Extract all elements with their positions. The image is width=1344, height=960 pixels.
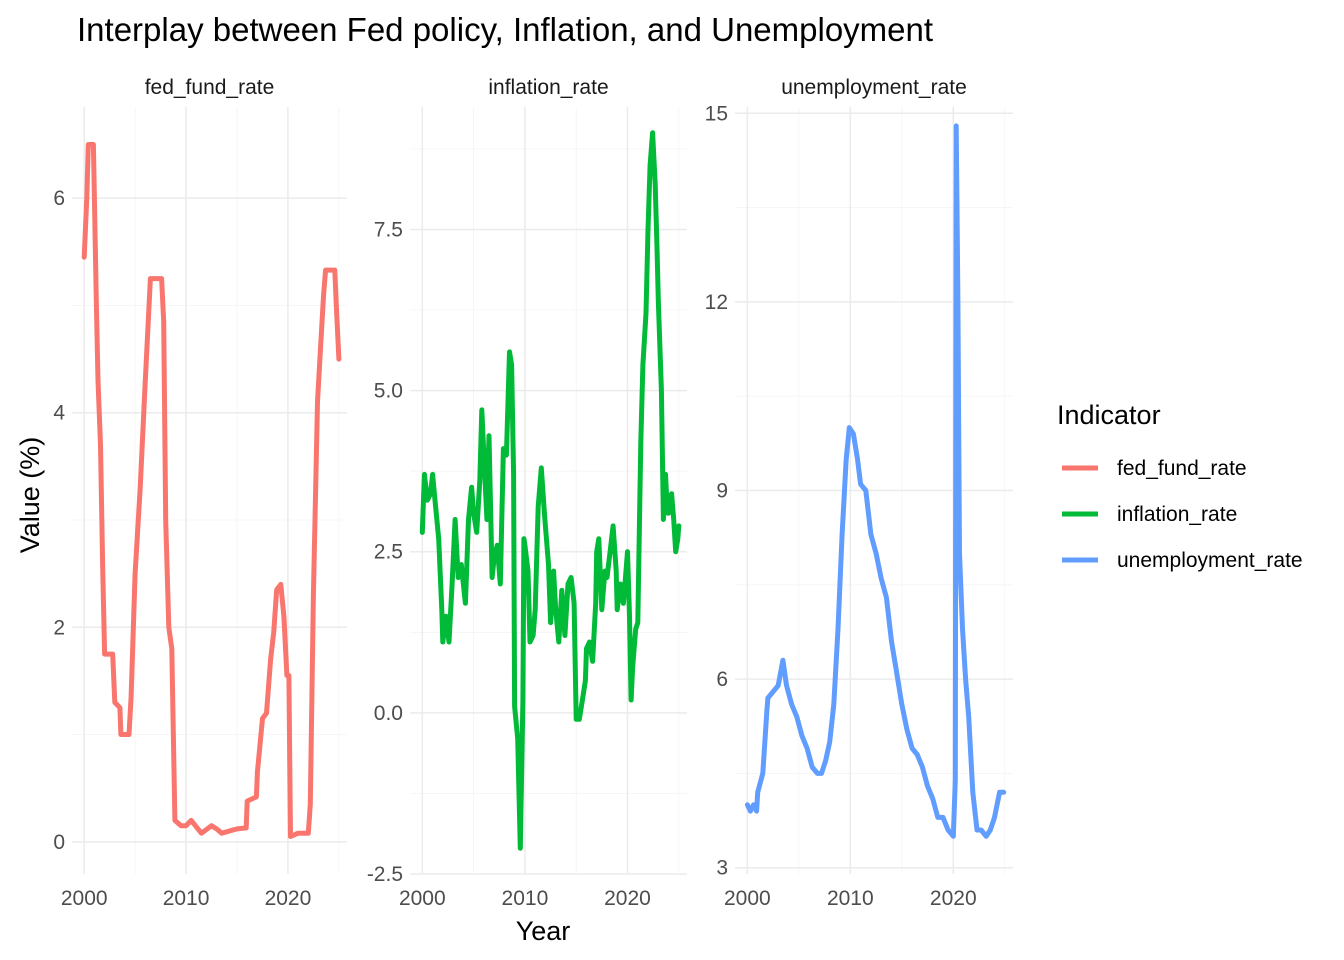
x-tick-label: 2000	[399, 887, 446, 910]
y-tick-label: 9	[716, 480, 728, 503]
x-tick-label: 2010	[502, 887, 549, 910]
y-tick-label: 4	[53, 402, 65, 425]
y-axis-title: Value (%)	[15, 437, 45, 554]
y-tick-label: 6	[53, 187, 65, 210]
y-tick-label: 2.5	[374, 541, 403, 564]
legend-title: Indicator	[1057, 400, 1161, 430]
facet-strip-label: fed_fund_rate	[145, 76, 275, 99]
y-tick-label: 5.0	[374, 380, 403, 403]
y-tick-label: 12	[705, 291, 728, 314]
x-tick-label: 2010	[827, 887, 874, 910]
y-tick-label: 0.0	[374, 702, 403, 725]
x-tick-label: 2000	[724, 887, 771, 910]
x-tick-label: 2010	[163, 887, 210, 910]
x-tick-label: 2020	[930, 887, 977, 910]
y-tick-label: 2	[53, 616, 65, 639]
y-tick-label: 15	[705, 102, 728, 125]
legend-label-unemployment_rate: unemployment_rate	[1117, 549, 1303, 572]
facet-strip-label: inflation_rate	[488, 76, 608, 99]
facet-strip-label: unemployment_rate	[781, 76, 967, 99]
legend-label-inflation_rate: inflation_rate	[1117, 503, 1237, 526]
legend: Indicator fed_fund_rate inflation_rateune…	[1057, 400, 1303, 572]
y-tick-label: -2.5	[367, 863, 403, 886]
series-line-inflation_rate	[419, 130, 682, 851]
series-line-fed_fund_rate	[81, 142, 342, 839]
legend-label-fed_fund_rate: fed_fund_rate	[1117, 457, 1247, 480]
x-axis-title: Year	[516, 916, 571, 946]
panel-fed_fund_rate: fed_fund_rate 2000 2010 2020 0 2 4 6	[53, 76, 347, 910]
x-tick-label: 2020	[265, 887, 312, 910]
panel-unemployment_rate: unemployment_rate 2000 2010 2020 3 6 9 12 15	[705, 76, 1013, 910]
x-tick-label: 2020	[604, 887, 651, 910]
y-tick-label: 3	[716, 857, 728, 880]
y-tick-label: 7.5	[374, 218, 403, 241]
facet-panels: fed_fund_rate 2000 2010 2020 0 2 4 6 inflation_r…	[53, 76, 1013, 910]
y-tick-label: 0	[53, 831, 65, 854]
y-tick-label: 6	[716, 668, 728, 691]
chart-title: Interplay between Fed policy, Inflation,…	[77, 11, 933, 48]
panel-inflation_rate: inflation_rate 2000 2010 2020 -2.5 0.0 2.5 5.0 7…	[367, 76, 687, 910]
x-tick-label: 2000	[61, 887, 108, 910]
series-line-unemployment_rate	[744, 123, 1007, 839]
